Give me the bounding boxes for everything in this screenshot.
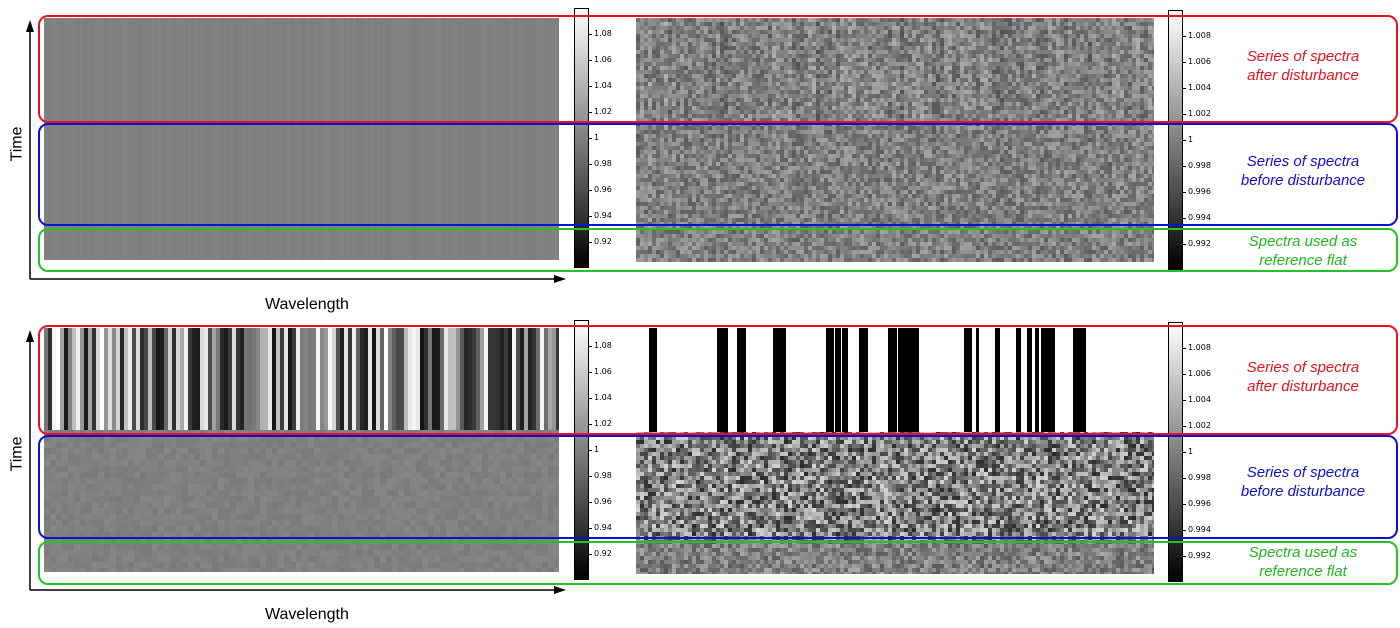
bottom-right-colorbar — [1168, 322, 1183, 582]
colorbar-tick-label: 1.02 — [589, 419, 612, 428]
label-after-disturbance: Series of spectra after disturbance — [1246, 48, 1360, 84]
top-axes — [26, 20, 566, 283]
colorbar-tick-label: 1.002 — [1183, 109, 1211, 118]
colorbar-tick-label: 1.04 — [589, 81, 612, 90]
label-reference-flat: Spectra used as reference flat — [1248, 233, 1358, 269]
top-x-axis-label: Wavelength — [265, 296, 349, 313]
top-panel: 1.08 1.06 1.04 1.02 1 0.98 0.96 0.94 0.92 1.008 1… — [8, 8, 1398, 313]
colorbar-tick-label: 0.992 — [1183, 551, 1211, 560]
bottom-x-axis-label: Wavelength — [265, 606, 349, 623]
colorbar-tick-label: 1 — [588, 445, 600, 454]
region-after-disturbance — [38, 325, 1398, 435]
region-before-disturbance — [38, 435, 1398, 539]
colorbar-tick-label: 0.994 — [1183, 213, 1211, 222]
colorbar-tick-label: 0.996 — [1183, 499, 1211, 508]
top-left-noise-svg — [44, 18, 559, 260]
region-before-disturbance — [38, 123, 1398, 226]
colorbar-tick-label: 0.96 — [589, 185, 612, 194]
top-left-spectra-image — [44, 18, 559, 260]
region-after-disturbance — [38, 15, 1398, 123]
colorbar-tick-label: 0.94 — [589, 211, 612, 220]
top-right-colorbar — [1168, 10, 1183, 270]
colorbar-tick-label: 1.002 — [1183, 421, 1211, 430]
colorbar-tick-label: 1.02 — [589, 107, 612, 116]
top-left-colorbar — [574, 8, 589, 268]
bottom-panel: 1.08 1.06 1.04 1.02 1 0.98 0.96 0.94 0.92 1.008 1… — [0, 312, 1400, 626]
region-reference-flat — [38, 228, 1398, 272]
colorbar-tick-label: 0.992 — [1183, 239, 1211, 248]
colorbar-tick-label: 1.006 — [1183, 369, 1211, 378]
colorbar-tick-label: 0.998 — [1183, 473, 1211, 482]
colorbar-tick-label: 1 — [588, 133, 600, 142]
colorbar-tick-label: 1.004 — [1183, 83, 1211, 92]
region-reference-flat — [38, 541, 1398, 585]
colorbar-tick-label: 1.08 — [589, 341, 612, 350]
colorbar-tick-label: 1.008 — [1183, 343, 1211, 352]
colorbar-tick-label: 0.996 — [1183, 187, 1211, 196]
colorbar-tick-label: 1 — [1182, 447, 1194, 456]
colorbar-tick-label: 1.04 — [589, 393, 612, 402]
colorbar-tick-label: 0.94 — [589, 523, 612, 532]
colorbar-tick-label: 1.006 — [1183, 57, 1211, 66]
bottom-y-axis-label: Time — [8, 436, 26, 472]
colorbar-tick-label: 0.998 — [1183, 161, 1211, 170]
label-after-disturbance: Series of spectra after disturbance — [1246, 359, 1360, 395]
label-reference-flat: Spectra used as reference flat — [1248, 544, 1358, 580]
colorbar-tick-label: 0.96 — [589, 497, 612, 506]
bottom-axes — [26, 330, 566, 594]
colorbar-tick-label: 0.92 — [589, 549, 612, 558]
bottom-left-noise-svg — [44, 328, 559, 572]
bottom-left-colorbar — [574, 320, 589, 580]
colorbar-tick-label: 0.98 — [589, 471, 612, 480]
bottom-left-spectra-image — [44, 328, 559, 572]
colorbar-tick-label: 1 — [1182, 135, 1194, 144]
colorbar-tick-label: 0.994 — [1183, 525, 1211, 534]
label-before-disturbance: Series of spectra before disturbance — [1240, 464, 1366, 500]
colorbar-tick-label: 0.92 — [589, 237, 612, 246]
colorbar-tick-label: 1.08 — [589, 29, 612, 38]
colorbar-tick-label: 1.06 — [589, 55, 612, 64]
top-y-axis-label: Time — [8, 126, 26, 162]
colorbar-tick-label: 1.004 — [1183, 395, 1211, 404]
colorbar-tick-label: 0.98 — [589, 159, 612, 168]
label-before-disturbance: Series of spectra before disturbance — [1240, 153, 1366, 189]
colorbar-tick-label: 1.008 — [1183, 31, 1211, 40]
colorbar-tick-label: 1.06 — [589, 367, 612, 376]
